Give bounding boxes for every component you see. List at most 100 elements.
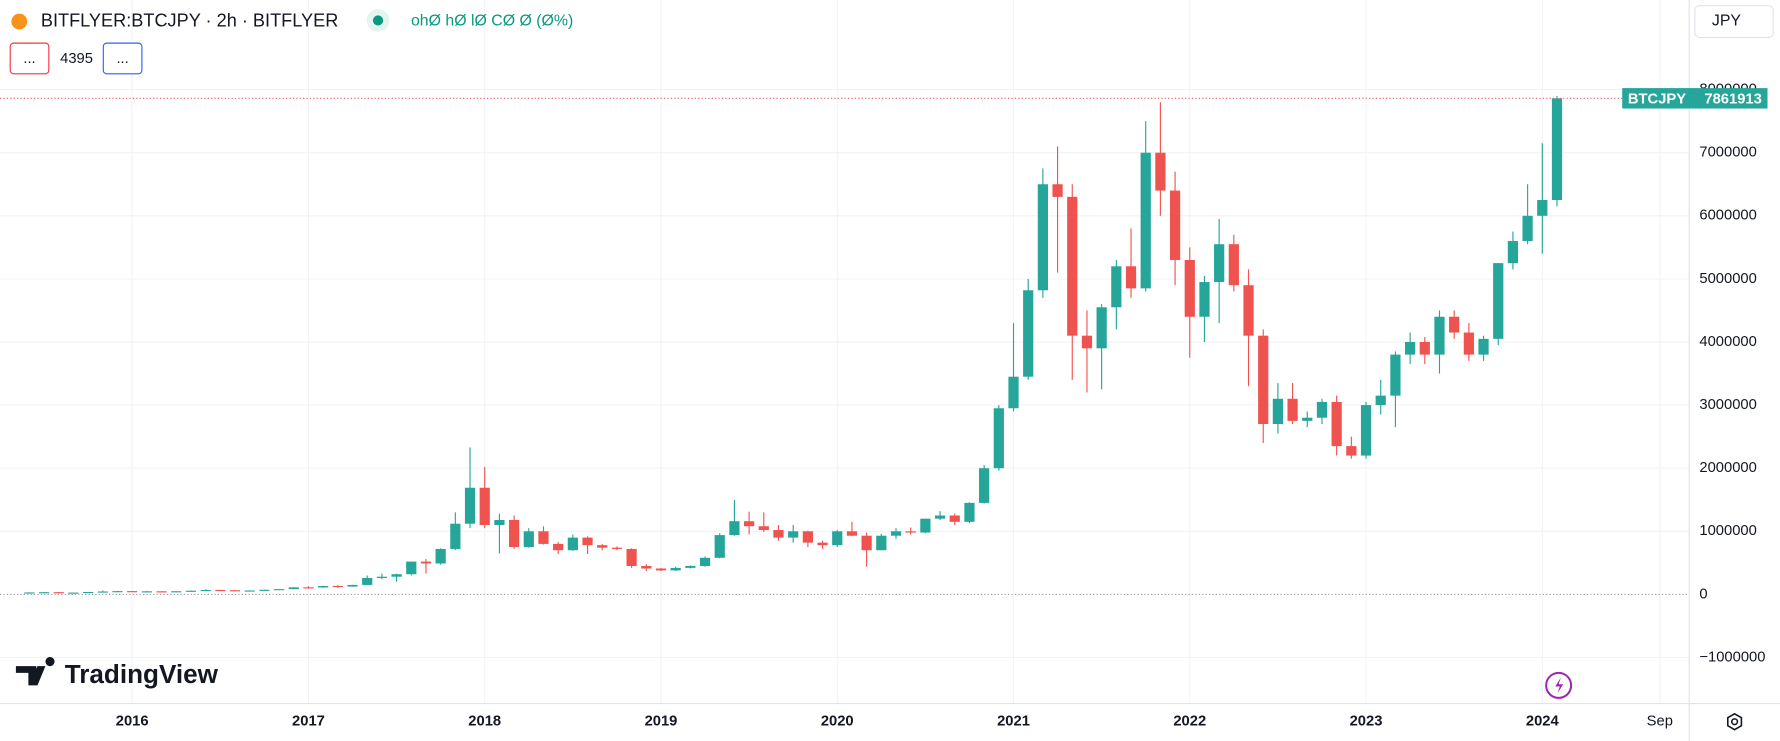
logo: TradingView [15,657,219,689]
candle-body [773,530,784,538]
settings-hex[interactable] [1726,712,1743,731]
candle-body [655,568,667,571]
candle-body [714,535,725,558]
candle-body [420,561,432,564]
candle-body [332,585,343,588]
logo-text: TradingView [65,659,219,689]
candle-body [156,591,167,593]
candle-body [391,574,402,577]
candle-body [376,576,388,578]
y-tick-label: 5000000 [1699,271,1756,287]
candle-body [729,521,740,536]
candle-body [964,502,975,522]
candle-body [890,531,902,536]
candle-body [1052,184,1063,197]
candle-body [141,591,152,593]
candle-body [641,565,652,569]
candle-body [1302,417,1313,421]
candle-body [288,587,299,590]
button-label[interactable]: ... [23,51,35,67]
candle-body [567,537,578,551]
candle-body [406,561,417,575]
candle-body [1551,98,1563,201]
candle-body [979,468,990,503]
candle-body [171,591,182,593]
candle-body [523,531,534,548]
candle-body [934,515,946,519]
candle-body [538,531,549,544]
candle-body [1155,152,1166,191]
candle-body [1184,259,1195,317]
candle-body [1375,395,1386,406]
currency-button[interactable] [1694,5,1774,39]
candle-body [1346,446,1357,456]
candle-body [435,548,446,564]
settings-dot[interactable] [1730,718,1739,726]
x-tick-label: 2022 [1173,714,1206,730]
candle-body [273,589,285,591]
candle-body [553,543,564,551]
symbol-icon [11,13,28,30]
x-tick-label: 2020 [821,714,854,730]
y-tick-label: 6000000 [1699,208,1756,224]
candle-body [1390,354,1401,396]
candle-body [1287,398,1298,421]
candle-body [582,537,593,546]
status-dot [372,15,384,26]
y-tick-label: 1000000 [1699,523,1756,539]
candle-body [1522,215,1533,242]
candle-body [83,591,94,594]
candle-body [508,519,520,548]
candle-body [758,526,769,531]
candle-body [861,535,872,551]
settings-icon[interactable] [1726,712,1743,731]
candle-body [97,591,108,593]
event-bolt [1555,677,1564,694]
y-tick-label: 0 [1699,586,1707,602]
candle-body [1507,241,1519,264]
candle-body [1419,341,1430,355]
candle-body [846,531,858,536]
candle-body [1316,401,1328,418]
x-tick-label: 2018 [468,714,501,730]
candle-body [1081,335,1093,349]
candle-body [920,518,931,533]
candle-body [626,548,637,566]
candle-body [24,592,35,594]
candle-body [1023,290,1034,377]
candle-body [229,590,241,592]
x-tick-label: Sep [1647,714,1673,730]
candle-body [744,521,755,527]
candle-body [817,542,828,546]
volume-count: 4395 [60,51,93,67]
candle-body [1125,266,1137,289]
candle-body [1493,263,1504,339]
candle-body [1243,285,1254,336]
candle-body [876,535,887,551]
candle-body [832,531,843,546]
candle-body [1360,405,1372,456]
indicator-button[interactable] [9,42,50,75]
x-tick-label: 2019 [645,714,678,730]
y-tick-label: 2000000 [1699,460,1756,476]
button-label[interactable]: ... [116,51,128,67]
candle-body [347,584,358,587]
plot [0,0,1690,704]
indicator-button[interactable] [102,42,143,75]
candle-body [1272,398,1284,425]
candle-body [1199,282,1210,317]
x-tick-label: 2017 [292,714,325,730]
candle-body [993,408,1004,469]
candle-body [68,592,79,594]
candle-body [38,592,50,594]
currency-label[interactable]: JPY [1712,13,1742,30]
candle-body [905,531,916,533]
logo-mark [15,657,55,686]
candle-body [200,589,211,592]
candle-body [479,487,490,525]
candle-body [949,515,960,522]
last-price-name: BTCJPY [1628,91,1686,107]
candle-body [259,589,270,591]
candle-body [1140,152,1151,289]
